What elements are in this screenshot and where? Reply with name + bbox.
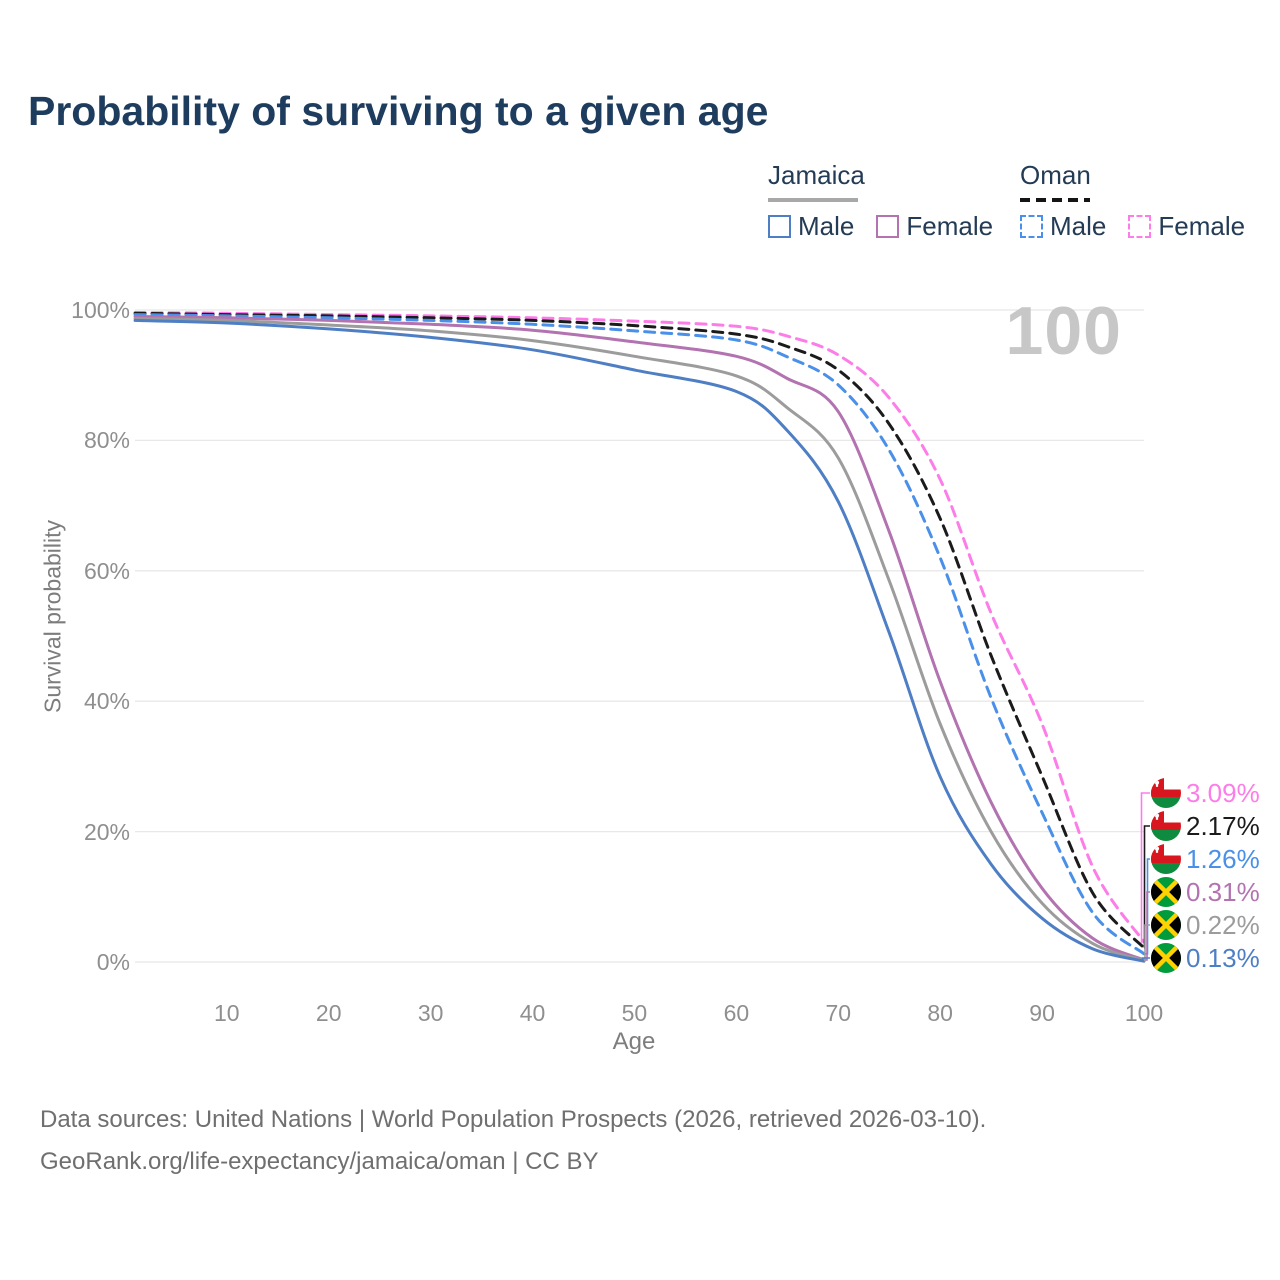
end-label-value: 1.26% (1186, 844, 1260, 874)
end-label-jamaica: 0.22% (1151, 909, 1260, 941)
legend-item-label: Male (1050, 211, 1107, 241)
x-axis-title: Age (612, 1028, 656, 1055)
legend-swatch-icon (1020, 215, 1043, 238)
data-sources-line: Data sources: United Nations | World Pop… (40, 1106, 987, 1133)
end-label-value: 0.31% (1186, 877, 1260, 907)
x-tick-label: 20 (315, 1000, 342, 1026)
end-label-value: 3.09% (1186, 778, 1260, 808)
x-tick-label: 60 (723, 1000, 750, 1026)
jamaica-flag-icon (1151, 943, 1181, 973)
legend-swatch-icon (1128, 215, 1152, 238)
legend: Jamaica Male Female Oman Male Female (0, 160, 1280, 250)
end-label-jamaica-male: 0.13% (1151, 942, 1260, 974)
end-label-jamaica-female: 0.31% (1151, 876, 1260, 908)
x-tick-label: 50 (621, 1000, 648, 1026)
footer: Data sources: United Nations | World Pop… (40, 1106, 986, 1190)
curve-oman[interactable] (133, 311, 1146, 950)
x-tick-label: 30 (417, 1000, 444, 1026)
end-label-value: 0.13% (1186, 943, 1260, 973)
legend-item-oman-male[interactable]: Male (1020, 211, 1106, 242)
curve-jamaica[interactable] (133, 317, 1146, 963)
y-tick-label: 0% (96, 949, 130, 975)
legend-group-jamaica: Jamaica Male Female (768, 160, 993, 242)
legend-item-label: Male (798, 211, 855, 241)
legend-item-jamaica-male[interactable]: Male (768, 211, 854, 242)
y-tick-label: 100% (71, 297, 130, 323)
y-tick-label: 20% (83, 818, 130, 845)
legend-group-oman: Oman Male Female (1020, 160, 1245, 242)
legend-country-label[interactable]: Jamaica (768, 160, 865, 190)
end-label-connector (1144, 858, 1150, 955)
end-label-oman: 2.17% (1151, 810, 1260, 842)
curve-jamaica-male[interactable] (133, 318, 1146, 963)
legend-item-label: Female (906, 211, 994, 241)
jamaica-flag-icon (1151, 877, 1181, 907)
legend-swatch-icon (768, 215, 791, 238)
oman-flag-icon (1151, 811, 1181, 841)
x-tick-label: 40 (519, 1000, 546, 1026)
legend-swatch-icon (876, 215, 900, 238)
curve-jamaica-female[interactable] (133, 315, 1146, 962)
end-label-oman-male: 1.26% (1151, 843, 1260, 875)
x-tick-label: 90 (1029, 1000, 1055, 1026)
y-tick-label: 40% (83, 688, 130, 715)
end-label-value: 2.17% (1186, 811, 1260, 841)
x-tick-label: 100 (1124, 1000, 1164, 1026)
x-tick-label: 10 (214, 1000, 240, 1026)
x-tick-label: 80 (927, 1000, 953, 1026)
end-label-connector (1140, 792, 1150, 943)
legend-item-oman-female[interactable]: Female (1128, 211, 1245, 242)
legend-item-jamaica-female[interactable]: Female (876, 211, 993, 242)
legend-item-label: Female (1158, 211, 1246, 241)
end-label-connector (1144, 891, 1150, 961)
legend-country-line-sample (768, 198, 858, 202)
oman-flag-icon (1151, 778, 1181, 808)
legend-country-line-sample (1020, 198, 1090, 202)
curve-oman-female[interactable] (133, 311, 1146, 944)
attribution-line: GeoRank.org/life-expectancy/jamaica/oman… (40, 1148, 599, 1175)
legend-country-label[interactable]: Oman (1020, 160, 1091, 190)
y-tick-label: 60% (83, 557, 130, 584)
hovered-age-watermark: 100 (1005, 293, 1122, 369)
y-tick-label: 80% (83, 427, 130, 454)
oman-flag-icon (1151, 844, 1181, 874)
end-label-value: 0.22% (1186, 910, 1260, 940)
x-tick-label: 70 (825, 1000, 852, 1026)
curve-oman-male[interactable] (133, 313, 1146, 956)
end-label-connector (1143, 825, 1150, 949)
jamaica-flag-icon (1151, 910, 1181, 940)
chart-title: Probability of surviving to a given age (28, 88, 769, 134)
end-label-oman-female: 3.09% (1151, 777, 1260, 809)
